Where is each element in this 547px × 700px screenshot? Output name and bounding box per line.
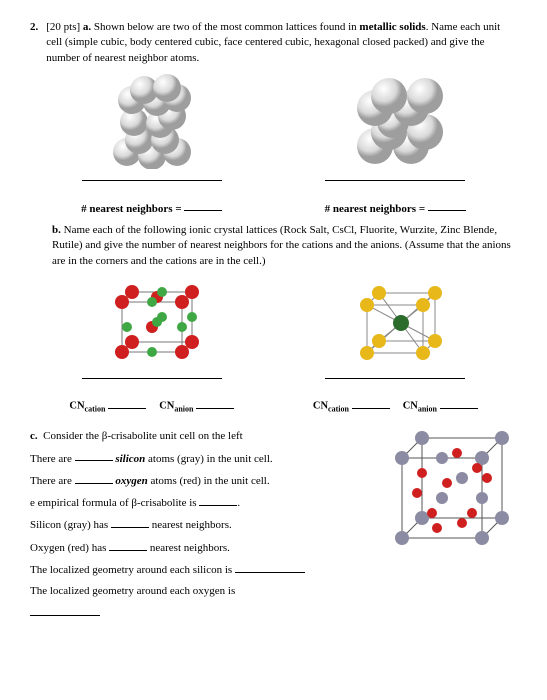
nn-right: # nearest neighbors = bbox=[274, 201, 518, 217]
ionic-name-r bbox=[325, 377, 465, 379]
coxnn-blank bbox=[109, 540, 147, 551]
cnan-r: CN bbox=[403, 401, 418, 412]
c1b: silicon bbox=[113, 452, 146, 464]
cnan-sub-l: anion bbox=[174, 405, 193, 414]
ionic-name-l bbox=[82, 377, 222, 379]
cemp-t: e empirical formula of β-crisabolite is bbox=[30, 497, 199, 509]
nn-blank-r bbox=[428, 201, 466, 212]
part-a-namelines bbox=[30, 177, 517, 192]
cncat-sub-r: cation bbox=[328, 405, 349, 414]
c2c: atoms (red) in the unit cell. bbox=[148, 475, 270, 487]
question-text: [20 pts] a. Shown below are two of the m… bbox=[46, 20, 517, 66]
cn-left: CNcation CNanion bbox=[30, 398, 274, 415]
c2a: There are bbox=[30, 475, 75, 487]
crisabolite-diagram bbox=[387, 423, 517, 553]
c-line1: There are silicon atoms (gray) in the un… bbox=[30, 451, 377, 467]
cgeosi-blank bbox=[235, 562, 305, 573]
cn-right: CNcation CNanion bbox=[274, 398, 518, 415]
fcc-diagram bbox=[345, 74, 445, 169]
question-number: 2. bbox=[30, 20, 38, 66]
cgeoox-blank bbox=[30, 606, 100, 617]
part-a-label: a. bbox=[83, 21, 94, 33]
points: [20 pts] bbox=[46, 21, 80, 33]
part-c-label: c. bbox=[30, 430, 38, 442]
cnan-sub-r: anion bbox=[418, 405, 437, 414]
c1a: There are bbox=[30, 452, 75, 464]
nn-label-r: # nearest neighbors = bbox=[325, 202, 425, 214]
cncat-sub-l: cation bbox=[85, 405, 106, 414]
c-ox-nn: Oxygen (red) has nearest neighbors. bbox=[30, 540, 377, 556]
part-c: c. Consider the β-crisabolite unit cell … bbox=[30, 423, 517, 628]
part-a-images bbox=[30, 74, 517, 169]
nn-blank-l bbox=[184, 201, 222, 212]
cemp-blank bbox=[199, 495, 237, 506]
cncat-r: CN bbox=[313, 401, 328, 412]
cncat-blank-l bbox=[108, 398, 146, 408]
nn-label-l: # nearest neighbors = bbox=[81, 202, 181, 214]
part-b-label: b. bbox=[52, 224, 61, 236]
csinn2: nearest neighbors. bbox=[149, 519, 232, 531]
part-a-t1: Shown below are two of the most common l… bbox=[94, 21, 359, 33]
part-b-cn: CNcation CNanion CNcation CNanion bbox=[30, 398, 517, 415]
part-b-text: Name each of the following ionic crystal… bbox=[52, 224, 511, 267]
c1c: atoms (gray) in the unit cell. bbox=[145, 452, 272, 464]
coxnn1: Oxygen (red) has bbox=[30, 542, 109, 554]
c1-blank bbox=[75, 451, 113, 462]
ionic-left bbox=[30, 277, 274, 367]
part-a-bold: metallic solids bbox=[359, 21, 425, 33]
nn-left: # nearest neighbors = bbox=[30, 201, 274, 217]
c-geo-ox-blank-line bbox=[30, 606, 377, 622]
cscl-diagram bbox=[345, 277, 445, 367]
cncat-l: CN bbox=[69, 401, 84, 412]
c-geo-ox: The localized geometry around each oxyge… bbox=[30, 584, 377, 599]
hcp-diagram bbox=[102, 74, 202, 169]
part-b: b. Name each of the following ionic crys… bbox=[52, 223, 517, 269]
c-geo-si: The localized geometry around each silic… bbox=[30, 562, 377, 578]
lattice-left bbox=[30, 74, 274, 169]
c-emp: e empirical formula of β-crisabolite is … bbox=[30, 495, 377, 511]
c-si-nn: Silicon (gray) has nearest neighbors. bbox=[30, 517, 377, 533]
question-header: 2. [20 pts] a. Shown below are two of th… bbox=[30, 20, 517, 66]
c2-blank bbox=[75, 473, 113, 484]
csinn1: Silicon (gray) has bbox=[30, 519, 111, 531]
rocksalt-diagram bbox=[102, 277, 202, 367]
csinn-blank bbox=[111, 517, 149, 528]
cncat-blank-r bbox=[352, 398, 390, 408]
c-line2: There are oxygen atoms (red) in the unit… bbox=[30, 473, 377, 489]
name-blank-left bbox=[82, 179, 222, 181]
part-b-namelines bbox=[30, 375, 517, 390]
ionic-right bbox=[274, 277, 518, 367]
name-blank-right bbox=[325, 179, 465, 181]
cgeosi: The localized geometry around each silic… bbox=[30, 564, 235, 576]
cgeoox: The localized geometry around each oxyge… bbox=[30, 585, 235, 597]
cnan-blank-r bbox=[440, 398, 478, 408]
pa-lbl: a. bbox=[83, 21, 91, 33]
part-c-intro: Consider the β-crisabolite unit cell on … bbox=[43, 430, 243, 442]
cnan-l: CN bbox=[159, 401, 174, 412]
c2b: oxygen bbox=[113, 475, 148, 487]
cnan-blank-l bbox=[196, 398, 234, 408]
part-a-nn: # nearest neighbors = # nearest neighbor… bbox=[30, 201, 517, 217]
part-c-intro-line: c. Consider the β-crisabolite unit cell … bbox=[30, 429, 377, 444]
part-b-images bbox=[30, 277, 517, 367]
coxnn2: nearest neighbors. bbox=[147, 542, 230, 554]
lattice-right bbox=[274, 74, 518, 169]
